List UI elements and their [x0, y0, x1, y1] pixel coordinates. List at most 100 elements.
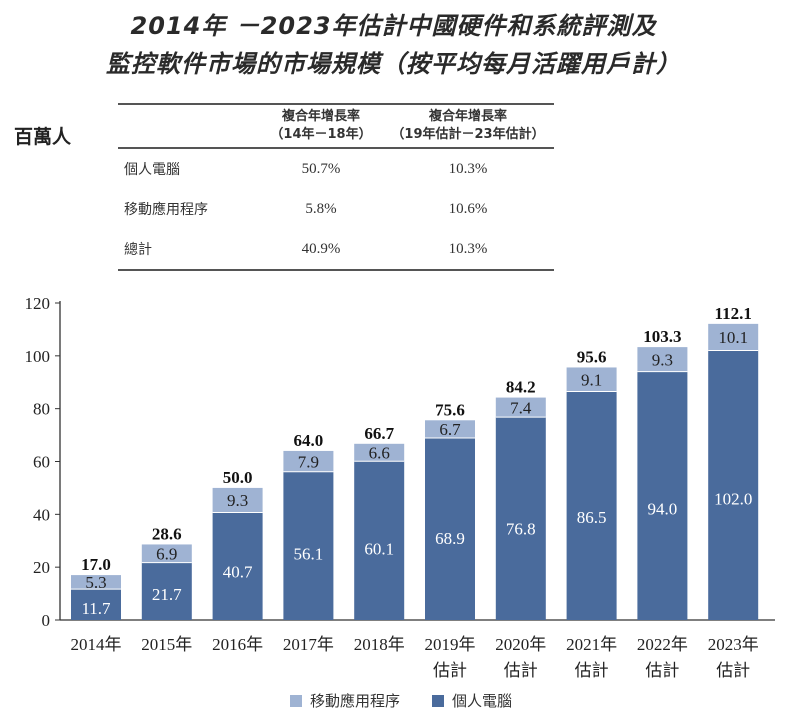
data-label-mobile: 5.3	[85, 573, 106, 592]
y-tick-label: 40	[33, 505, 50, 524]
bar-segment-mobile	[708, 323, 759, 351]
x-tick-label: 2014年	[71, 635, 122, 654]
legend-label-pc: 個人電腦	[452, 692, 513, 710]
cagr-header-row: 複合年增長率 （14年－18年） 複合年增長率 （19年估計－23年估計）	[118, 104, 554, 149]
data-label-pc: 11.7	[81, 599, 111, 618]
data-label-pc: 94.0	[648, 499, 678, 518]
cagr-row: 個人電腦 50.7% 10.3%	[118, 148, 554, 189]
cagr-table: 複合年增長率 （14年－18年） 複合年增長率 （19年估計－23年估計） 個人電腦…	[118, 103, 554, 271]
cagr-header-empty	[118, 104, 260, 149]
bar-segment-pc	[637, 371, 688, 620]
data-label-mobile: 6.6	[369, 444, 390, 463]
cagr-row-label: 總計	[124, 242, 152, 258]
data-label-total: 112.1	[715, 304, 752, 323]
data-label-mobile: 6.9	[156, 545, 177, 564]
data-label-mobile: 7.9	[298, 452, 319, 471]
legend-item-mobile: 移動應用程序	[290, 690, 400, 711]
legend: 移動應用程序 個人電腦	[290, 690, 534, 711]
bar-segment-pc	[141, 562, 192, 620]
bar-segment-mobile	[495, 397, 546, 418]
bar-segment-pc	[212, 512, 263, 620]
data-label-mobile: 9.1	[581, 370, 602, 389]
bar-segment-pc	[566, 391, 617, 620]
chart-title-line-2: 監控軟件市場的市場規模（按平均每月活躍用戶計）	[106, 50, 681, 78]
x-tick-label: 估計	[504, 661, 538, 680]
legend-label-mobile: 移動應用程序	[310, 692, 401, 710]
x-tick-label: 2023年	[708, 635, 759, 654]
cagr-value-14-18: 50.7%	[301, 160, 341, 177]
cagr-value-19-23: 10.3%	[448, 160, 488, 177]
x-tick-label: 2017年	[283, 635, 334, 654]
data-label-pc: 21.7	[152, 585, 182, 604]
bar-segment-mobile	[141, 544, 192, 563]
cagr-header-2: 複合年增長率 （19年估計－23年估計）	[382, 104, 554, 149]
bar-segment-pc	[495, 417, 546, 620]
data-label-pc: 56.1	[294, 544, 324, 563]
cagr-header-2-line1: 複合年增長率	[428, 109, 507, 124]
x-tick-label: 2018年	[354, 635, 405, 654]
bar-segment-pc	[71, 589, 121, 620]
data-label-total: 66.7	[364, 424, 394, 443]
legend-swatch-pc	[432, 694, 445, 707]
data-label-total: 75.6	[435, 400, 465, 419]
y-tick-label: 80	[33, 400, 50, 419]
data-label-pc: 102.0	[714, 490, 752, 509]
bar-segment-mobile	[354, 443, 405, 462]
cagr-row-label: 移動應用程序	[124, 202, 208, 218]
x-tick-label: 2015年	[141, 635, 192, 654]
chart-title-line-1: 2014年 －2023年估計中國硬件和系統評測及	[130, 12, 657, 40]
y-tick-label: 100	[25, 347, 51, 366]
data-label-pc: 76.8	[506, 520, 536, 539]
bar-segment-pc	[425, 437, 475, 620]
cagr-header-1-line1: 複合年增長率	[281, 109, 360, 124]
data-label-mobile: 9.3	[227, 491, 248, 510]
x-tick-label: 估計	[645, 661, 679, 680]
cagr-header-1-line2: （14年－18年）	[270, 127, 372, 142]
bar-segment-mobile	[71, 575, 121, 590]
data-label-total: 95.6	[577, 347, 607, 366]
bar-segment-mobile	[283, 450, 334, 472]
cagr-value-14-18: 5.8%	[305, 200, 337, 217]
y-tick-label: 60	[33, 453, 50, 472]
cagr-header-2-line2: （19年估計－23年估計）	[391, 127, 545, 142]
bar-segment-pc	[708, 350, 759, 620]
data-label-pc: 60.1	[364, 540, 394, 559]
x-tick-label: 估計	[433, 661, 467, 680]
y-tick-label: 20	[33, 558, 50, 577]
data-label-pc: 86.5	[577, 508, 607, 527]
data-label-total: 50.0	[223, 468, 253, 487]
x-tick-label: 2020年	[495, 635, 546, 654]
cagr-value-19-23: 10.3%	[448, 240, 488, 257]
bar-segment-pc	[354, 461, 405, 620]
data-label-mobile: 7.4	[510, 398, 532, 417]
cagr-row: 總計 40.9% 10.3%	[118, 229, 554, 270]
legend-swatch-mobile	[290, 694, 302, 707]
x-tick-label: 2019年	[425, 635, 476, 654]
cagr-value-14-18: 40.9%	[301, 240, 341, 257]
stacked-bar-chart: 0 20 40 60 80 100 120 11.7 5.317.0 2014年 21.7 6.9 28…	[25, 294, 775, 680]
y-tick-label: 120	[25, 294, 51, 313]
data-label-total: 84.2	[506, 378, 536, 397]
y-tick-label: 0	[42, 611, 51, 630]
bar-segment-mobile	[425, 420, 475, 438]
bar-segment-mobile	[566, 367, 617, 392]
x-tick-label: 估計	[716, 661, 750, 680]
cagr-header-1: 複合年增長率 （14年－18年）	[260, 104, 382, 149]
data-label-mobile: 10.1	[718, 328, 748, 347]
cagr-value-19-23: 10.6%	[448, 200, 488, 217]
data-label-pc: 68.9	[435, 529, 465, 548]
unit-label: 百萬人	[14, 126, 72, 148]
x-tick-label: 估計	[575, 661, 609, 680]
data-label-total: 28.6	[152, 524, 182, 543]
data-label-total: 103.3	[643, 327, 681, 346]
bar-segment-pc	[283, 471, 334, 620]
x-tick-label: 2016年	[212, 635, 263, 654]
x-tick-label: 2022年	[637, 635, 688, 654]
data-label-pc: 40.7	[223, 563, 253, 582]
legend-item-pc: 個人電腦	[432, 690, 512, 711]
data-label-mobile: 6.7	[439, 420, 461, 439]
data-label-total: 17.0	[81, 555, 111, 574]
cagr-row: 移動應用程序 5.8% 10.6%	[118, 189, 554, 229]
data-label-total: 64.0	[294, 431, 324, 450]
data-label-mobile: 9.3	[652, 350, 673, 369]
